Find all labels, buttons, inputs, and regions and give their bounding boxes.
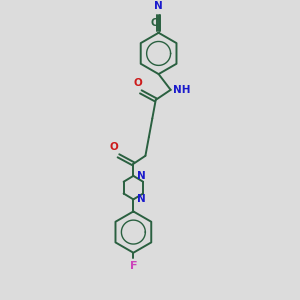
Text: N: N bbox=[137, 171, 146, 181]
Text: O: O bbox=[133, 78, 142, 88]
Text: N: N bbox=[137, 194, 146, 204]
Text: N: N bbox=[154, 1, 163, 11]
Text: F: F bbox=[130, 261, 137, 271]
Text: NH: NH bbox=[173, 85, 190, 95]
Text: O: O bbox=[110, 142, 118, 152]
Text: C: C bbox=[150, 18, 158, 28]
